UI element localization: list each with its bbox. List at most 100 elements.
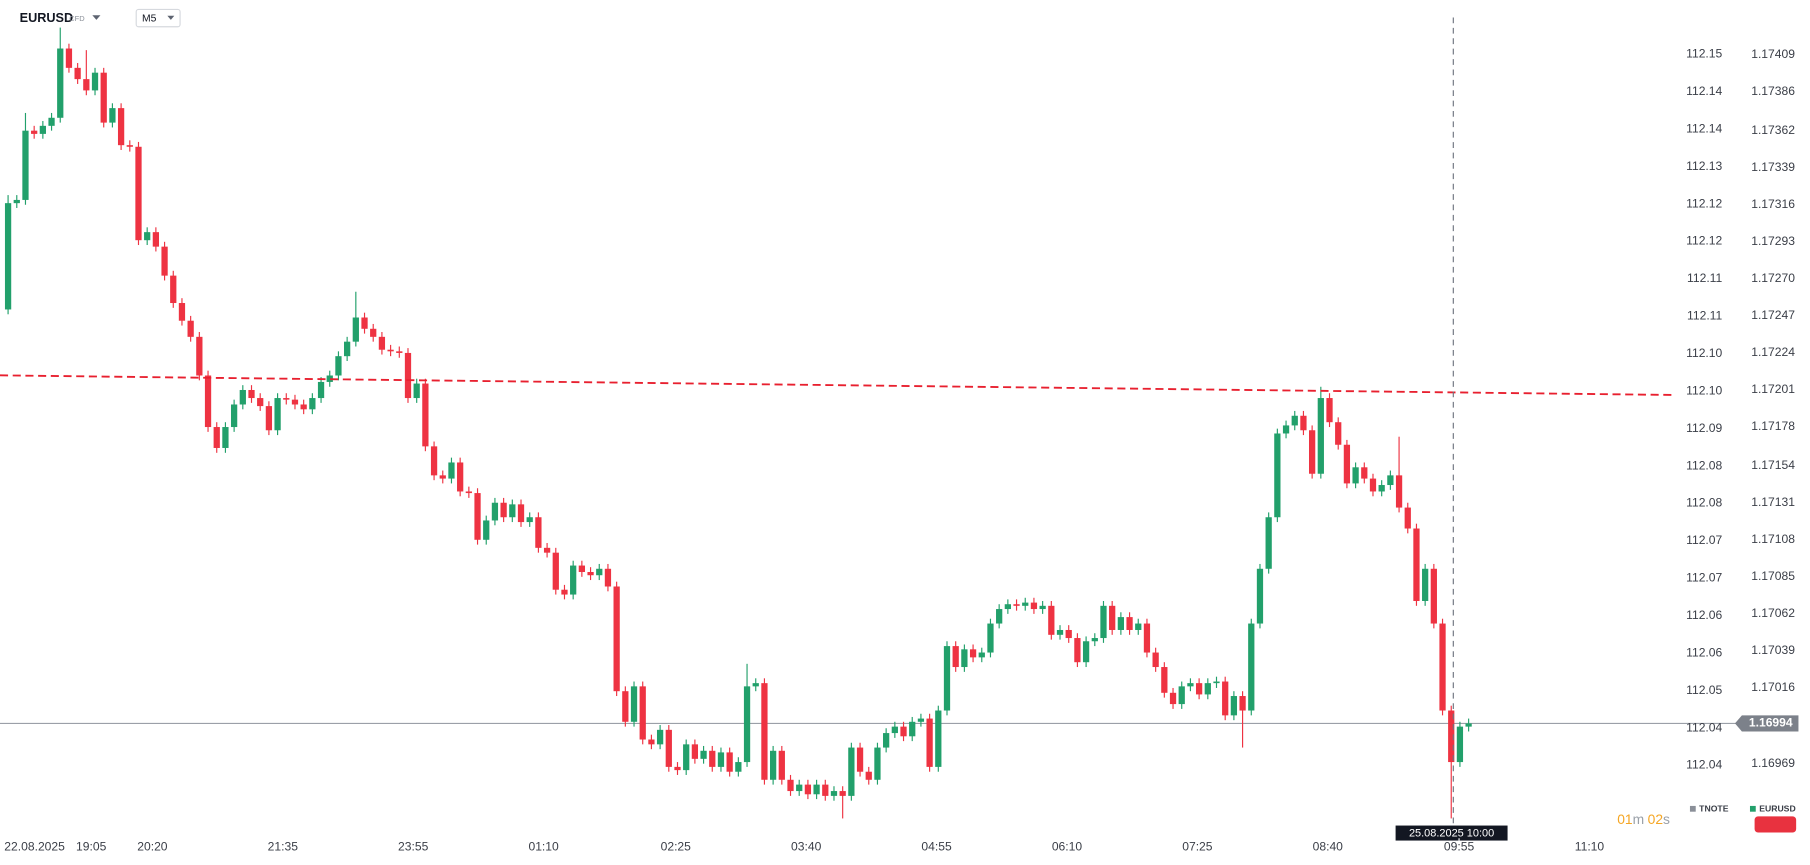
y-tick-label: 1.17178 xyxy=(1751,419,1795,433)
x-tick-label: 04:55 xyxy=(921,840,952,854)
candle-body xyxy=(822,784,829,796)
y-tick-label: 1.17316 xyxy=(1751,197,1795,211)
candle-body xyxy=(1004,604,1011,610)
candle-body xyxy=(1387,475,1394,486)
y2-tick-label: 112.10 xyxy=(1686,383,1722,397)
candle-body xyxy=(543,547,551,553)
candle-body xyxy=(109,108,116,123)
candle-body xyxy=(4,203,12,310)
candle-body xyxy=(778,750,785,780)
candle-body xyxy=(796,784,803,792)
candle-body xyxy=(1109,605,1116,630)
candle-body xyxy=(1126,617,1133,630)
symbol-badge: CFD xyxy=(69,14,85,23)
candle-body xyxy=(848,747,855,796)
candle-body xyxy=(883,733,890,748)
candle-body xyxy=(1248,623,1255,711)
candle-body xyxy=(909,721,916,737)
x-tick-label: 07:25 xyxy=(1182,840,1213,854)
candle-body xyxy=(1465,723,1472,727)
y-tick-label: 1.17386 xyxy=(1751,84,1795,98)
y-tick-label: 1.17270 xyxy=(1751,271,1795,285)
symbol-dropdown[interactable] xyxy=(92,15,101,20)
candle-body xyxy=(500,502,507,518)
y2-tick-label: 112.04 xyxy=(1686,758,1722,772)
candle-body xyxy=(265,406,273,431)
candle-body xyxy=(439,475,446,479)
x-tick-label: 06:10 xyxy=(1052,840,1083,854)
candle-body xyxy=(457,462,464,492)
candle-body xyxy=(257,398,264,407)
y2-tick-label: 112.08 xyxy=(1686,496,1722,510)
candle-body xyxy=(135,146,142,241)
candle-body xyxy=(943,646,951,711)
y2-tick-label: 112.05 xyxy=(1686,683,1722,697)
candle-body xyxy=(117,108,125,146)
y-tick-label: 1.17247 xyxy=(1751,308,1795,322)
candle-body xyxy=(987,623,994,653)
trade-button[interactable] xyxy=(1754,816,1797,833)
candle-body xyxy=(726,752,733,772)
candle-body xyxy=(491,502,499,521)
last-price-label: 1.16994 xyxy=(1749,716,1793,730)
y-tick-label: 1.17339 xyxy=(1751,160,1795,174)
candle-body xyxy=(1309,430,1316,474)
candle-body xyxy=(1361,467,1368,479)
candle-body xyxy=(1074,638,1081,663)
y-tick-label: 1.17154 xyxy=(1751,458,1795,472)
candle-body xyxy=(1274,433,1281,518)
legend-swatch xyxy=(1689,805,1696,812)
candle-body xyxy=(961,649,968,668)
candle-body xyxy=(604,568,612,587)
candle-body xyxy=(691,744,699,759)
candle-body xyxy=(1256,568,1264,624)
candle-body xyxy=(1100,605,1107,639)
candle-body xyxy=(996,609,1003,624)
candle-body xyxy=(1056,629,1064,635)
candle-body xyxy=(74,67,81,80)
candle-body xyxy=(1456,726,1464,763)
candle-body xyxy=(144,232,151,241)
candle-body xyxy=(630,686,638,722)
y2-tick-label: 112.07 xyxy=(1686,533,1722,547)
candle-body xyxy=(648,739,655,745)
y2-tick-label: 112.10 xyxy=(1686,346,1722,360)
y-tick-label: 1.17062 xyxy=(1751,606,1795,620)
y-tick-label: 1.17131 xyxy=(1751,495,1795,509)
y2-tick-label: 112.14 xyxy=(1686,84,1722,98)
candle-body xyxy=(230,404,238,428)
candle-body xyxy=(344,341,351,357)
candle-body xyxy=(804,784,812,795)
candle-body xyxy=(248,389,255,399)
y-tick-label: 1.17409 xyxy=(1751,47,1795,61)
x-tick-label: 09:55 xyxy=(1444,840,1475,854)
interval-selector[interactable] xyxy=(135,8,181,28)
candle-body xyxy=(430,446,438,476)
candle-body xyxy=(656,729,664,745)
y-tick-label: 1.16969 xyxy=(1751,756,1795,770)
candle-body xyxy=(1300,415,1307,431)
y2-tick-label: 112.12 xyxy=(1686,234,1722,248)
crosshair-label: 25.08.2025 10:00 xyxy=(1409,828,1494,840)
candle-body xyxy=(1404,507,1411,529)
candle-body xyxy=(1343,444,1351,484)
candle-body xyxy=(613,586,620,692)
x-tick-label: 01:10 xyxy=(528,840,559,854)
candle-body xyxy=(213,427,220,448)
timer-seconds: 02 xyxy=(1648,810,1663,826)
candle-body xyxy=(1195,683,1203,695)
y2-tick-label: 112.14 xyxy=(1686,121,1722,135)
candle-body xyxy=(935,710,942,767)
countdown: 01m 02s xyxy=(1617,810,1670,826)
candle-body xyxy=(1082,641,1090,663)
interval-caret xyxy=(167,15,175,20)
candle-body xyxy=(1013,604,1020,606)
candle-body xyxy=(865,771,872,780)
candle-body xyxy=(91,72,99,91)
legend-label: TNOTE xyxy=(1699,804,1729,814)
timer-minutes-unit: m xyxy=(1633,810,1645,826)
candle-body xyxy=(309,398,316,410)
candle-body xyxy=(1369,478,1377,492)
candle-body xyxy=(769,750,777,780)
